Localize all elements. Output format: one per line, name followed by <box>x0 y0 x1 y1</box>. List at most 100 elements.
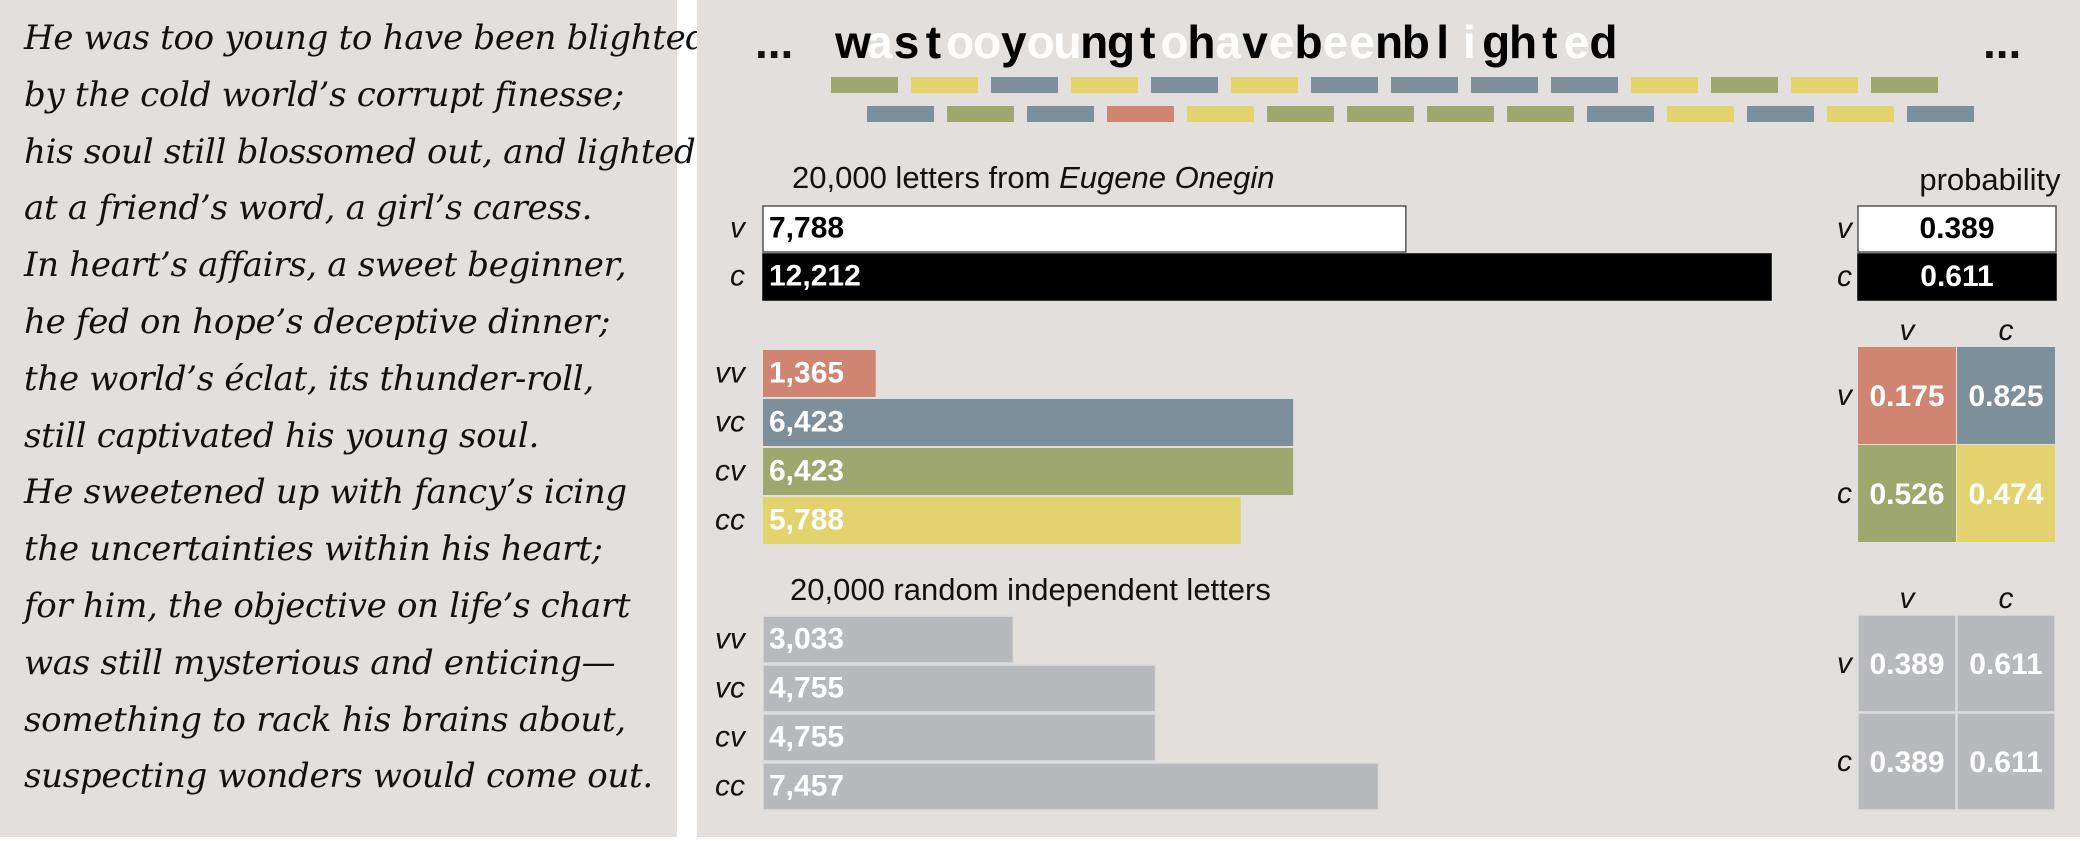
category-label: cc <box>715 769 745 802</box>
matrix-value: 0.611 <box>1969 648 2042 681</box>
category-label: cv <box>715 720 747 753</box>
pair-swatch <box>1711 77 1778 93</box>
data-label: 4,755 <box>769 720 844 753</box>
data-label: 7,788 <box>769 212 844 245</box>
row-label: c <box>1837 745 1852 778</box>
bar <box>762 713 1157 762</box>
sequence-letter: v <box>1242 16 1268 68</box>
pair-swatch <box>1347 106 1414 122</box>
matrix-value: 0.611 <box>1969 746 2042 779</box>
data-label: 1,365 <box>769 356 844 389</box>
onegin-pair-bars: vv 1,365 vc 6,423 cv 6,423 cc 5,788 <box>715 350 1294 544</box>
sequence-letter: t <box>1140 16 1155 68</box>
pair-swatch <box>1027 106 1094 122</box>
ellipsis-end: ... <box>1983 16 2021 68</box>
matrix-cell <box>1858 445 1956 542</box>
pair-swatch <box>991 77 1058 93</box>
pair-swatches <box>831 77 1974 122</box>
matrix-value: 0.389 <box>1869 648 1944 681</box>
matrix-value: 0.474 <box>1968 478 2043 511</box>
sequence-letter: e <box>1323 16 1349 68</box>
poem-line: He was too young to have been blighted <box>24 18 707 58</box>
pair-swatch <box>831 77 898 93</box>
category-label: vc <box>715 405 745 438</box>
pair-swatch <box>1747 106 1814 122</box>
sequence-letter: b <box>1295 16 1323 68</box>
pair-swatch <box>1267 106 1334 122</box>
sequence-letter: d <box>1589 16 1617 68</box>
pair-swatch <box>1667 106 1734 122</box>
pair-swatch <box>1187 106 1254 122</box>
sequence-letter: i <box>1463 16 1476 68</box>
poem-line: suspecting wonders would come out. <box>24 756 653 797</box>
category-label: v <box>730 212 747 245</box>
bar <box>762 205 1407 253</box>
pair-swatch <box>1871 77 1938 93</box>
data-label: 3,033 <box>769 622 844 655</box>
bar <box>763 497 1241 544</box>
matrix-cell <box>1957 347 2055 444</box>
pair-swatch <box>1907 106 1974 122</box>
category-label: vv <box>715 356 747 389</box>
matrix-cell <box>1956 614 2056 713</box>
random-pair-bars: vv 3,033 vc 4,755 cv 4,755 cc 7,457 <box>715 615 1380 811</box>
row-label: c <box>1837 477 1852 510</box>
sequence-letter: n <box>1080 16 1108 68</box>
poem-line: the world’s éclat, its thunder-roll, <box>24 358 594 399</box>
column-label: c <box>1999 314 2014 347</box>
sequence-letter: o <box>1027 16 1055 68</box>
matrix-cell <box>1858 347 1956 444</box>
poem-line: the uncertainties within his heart; <box>24 529 603 570</box>
data-label: 6,423 <box>769 405 844 438</box>
markov-chart: ... wa s t oo y oung t oh a v e b e e nb l i gh t e d... 20,0… <box>715 16 2061 811</box>
sequence-letter: g <box>1107 16 1135 68</box>
pair-swatch <box>1311 77 1378 93</box>
data-label: 5,788 <box>769 503 844 536</box>
probability-cell <box>1857 205 2057 253</box>
pair-swatch <box>947 106 1014 122</box>
pair-swatch <box>1587 106 1654 122</box>
pair-swatch <box>1151 77 1218 93</box>
pair-swatch <box>1071 77 1138 93</box>
category-label: cv <box>715 454 747 487</box>
probability-title: probability <box>1919 162 2061 197</box>
sequence-letter: a <box>867 16 893 68</box>
poem-line: In heart’s affairs, a sweet beginner, <box>24 245 627 286</box>
chart-panel: ... w a s t o o y o u n g t o h a v e b e e n b l i g h t e d... 20,0… <box>697 0 2080 837</box>
matrix-value: 0.825 <box>1968 380 2043 413</box>
matrix-cell <box>1956 712 2056 811</box>
sequence-letter: w <box>834 16 871 68</box>
bar <box>762 615 1015 664</box>
poem-line: for him, the objective on life’s chart <box>24 586 631 626</box>
bar <box>762 664 1157 713</box>
letter-sequence: ... wa s t oo y oung t oh a v e b e e nb l i gh t e d... <box>755 16 2021 68</box>
probability-value: 0.389 <box>1919 212 1994 245</box>
sequence-letter: o <box>973 16 1001 68</box>
sequence-letter: n <box>1375 16 1403 68</box>
poem-line: by the cold world’s corrupt finesse; <box>24 74 625 115</box>
random-chart-title: 20,000 random independent letters <box>790 572 1271 607</box>
sequence-letter: o <box>1161 16 1189 68</box>
probability-value: 0.611 <box>1920 260 1993 293</box>
data-label: 12,212 <box>769 260 861 293</box>
sequence-letter: u <box>1053 16 1081 68</box>
sequence-letter: t <box>1542 16 1557 68</box>
sequence-letter: o <box>946 16 974 68</box>
matrix-value: 0.389 <box>1869 746 1944 779</box>
pair-swatch <box>1631 77 1698 93</box>
matrix-value: 0.175 <box>1869 380 1944 413</box>
category-label: cc <box>715 503 745 536</box>
pair-swatch <box>911 77 978 93</box>
data-label: 7,457 <box>769 769 844 802</box>
column-label: v <box>1900 582 1917 615</box>
bar <box>763 399 1294 446</box>
onegin-transition-matrix: v c v 0.175 0.825 c 0.526 0.474 <box>1837 314 2055 542</box>
onegin-chart-title: 20,000 letters from Eugene Onegin <box>792 160 1275 195</box>
probability-cell <box>1857 253 2057 301</box>
bar <box>763 448 1294 495</box>
pair-swatch <box>1107 106 1174 122</box>
poem-line: his soul still blossomed out, and lighte… <box>24 131 696 172</box>
poem-line: something to rack his brains about, <box>24 699 626 740</box>
sequence-letter: s <box>894 16 920 68</box>
poem-line: at a friend’s word, a girl’s caress. <box>24 188 593 229</box>
